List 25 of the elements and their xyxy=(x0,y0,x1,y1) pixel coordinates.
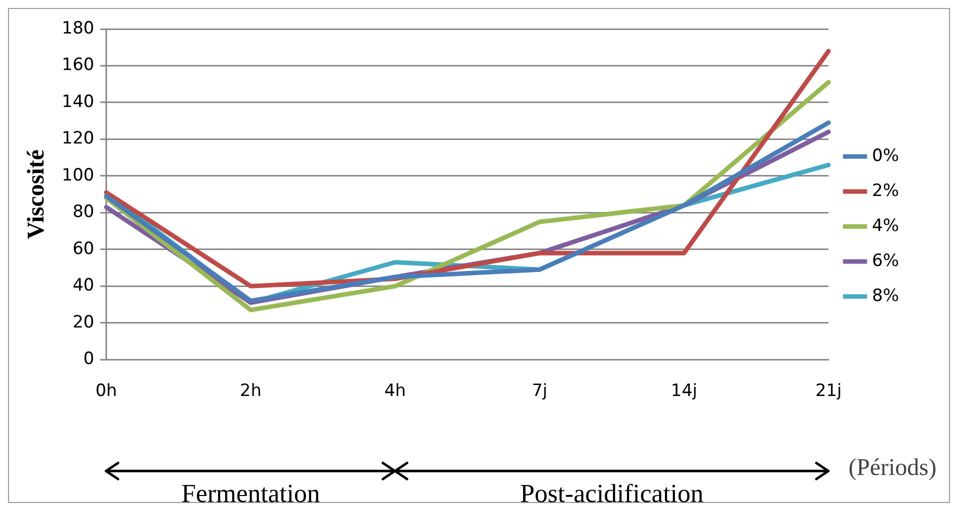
y-tick-label: 40 xyxy=(72,276,94,296)
y-tick-label: 140 xyxy=(62,92,94,112)
legend-label: 8% xyxy=(872,286,900,306)
legend-label: 6% xyxy=(872,250,900,271)
x-tick-label: 2h xyxy=(240,381,262,402)
y-tick-label: 0 xyxy=(83,349,94,370)
y-tick-label: 120 xyxy=(62,128,94,149)
legend-label: 2% xyxy=(872,180,900,201)
y-axis-title: Viscosité xyxy=(24,149,50,240)
y-tick-label: 180 xyxy=(62,18,94,38)
legend-label: 0% xyxy=(872,146,900,166)
y-tick-label: 80 xyxy=(72,202,94,222)
x-tick-label: 7j xyxy=(532,381,548,402)
x-tick-label: 21j xyxy=(815,381,842,402)
x-tick-label: 0h xyxy=(95,381,118,402)
x-tick-label: 14j xyxy=(670,381,698,402)
y-tick-label: 60 xyxy=(72,238,94,259)
legend-label: 4% xyxy=(872,216,900,236)
text: Post-acidification xyxy=(519,479,705,509)
y-tick-label: 20 xyxy=(72,312,94,332)
y-tick-label: 100 xyxy=(62,165,94,186)
x-axis-title: (Périods) xyxy=(848,455,936,482)
text: Fermentation xyxy=(180,479,321,509)
y-tick-label: 160 xyxy=(62,55,94,76)
x-tick-label: 4h xyxy=(384,381,406,402)
